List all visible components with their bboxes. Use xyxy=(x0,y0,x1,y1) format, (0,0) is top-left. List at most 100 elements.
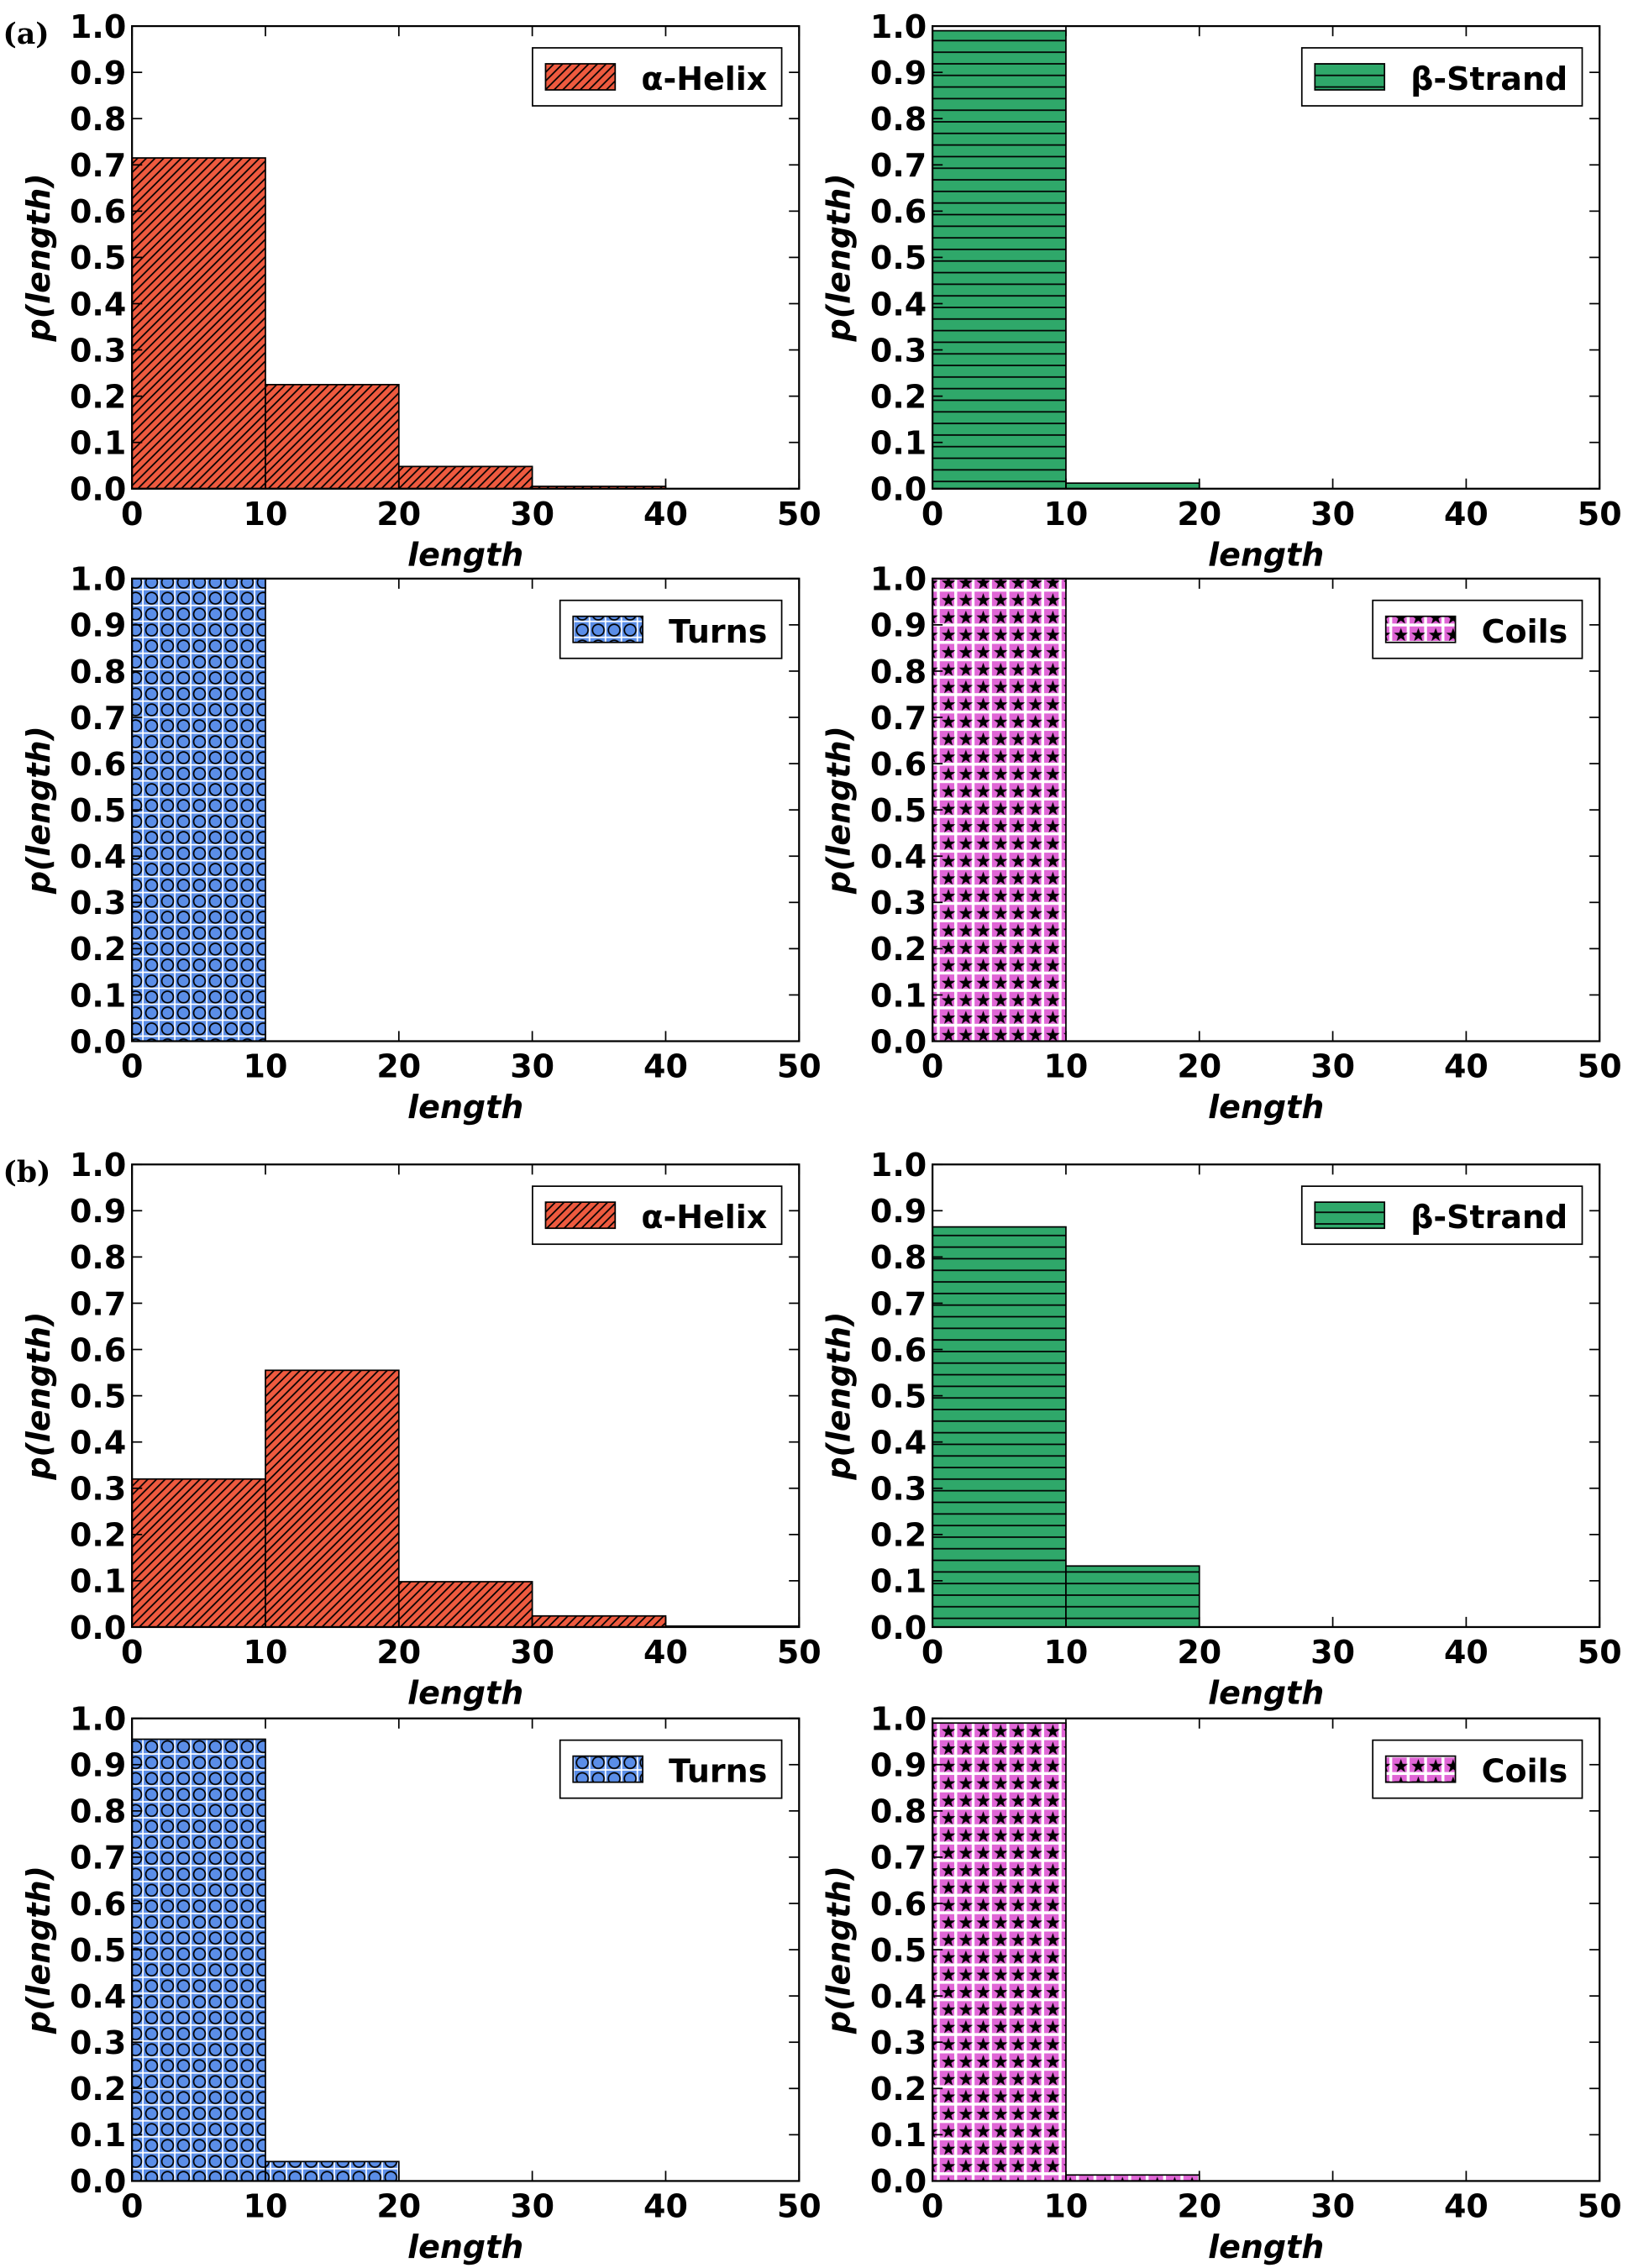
y-tick-label: 0.3 xyxy=(870,885,927,921)
x-tick-label: 0 xyxy=(922,496,943,533)
x-tick-label: 0 xyxy=(922,1634,943,1671)
y-tick-label: 0.3 xyxy=(70,885,126,921)
x-tick-label: 20 xyxy=(376,2188,421,2225)
legend-label: Coils xyxy=(1482,613,1568,650)
x-tick-label: 30 xyxy=(510,1048,554,1085)
y-tick-label: 0.2 xyxy=(870,378,927,415)
x-tick-label: 30 xyxy=(510,1634,554,1671)
x-axis-label: length xyxy=(407,2229,523,2265)
x-tick-label: 20 xyxy=(376,1048,421,1085)
y-tick-label: 0.3 xyxy=(70,332,126,369)
legend-label: β-Strand xyxy=(1410,1199,1567,1236)
subplot: 0.0 0.1 0.2 0.3 0.4 0.5 0.6 0.7 0.8 0.9 1.0 0 10 20 30… xyxy=(20,1147,822,1711)
y-tick-label: 0.6 xyxy=(70,746,126,783)
bar xyxy=(932,577,1067,1042)
y-tick-label: 0.1 xyxy=(70,425,126,462)
y-tick-label: 0.0 xyxy=(870,471,927,508)
y-tick-label: 0.8 xyxy=(870,101,927,138)
x-tick-label: 40 xyxy=(1444,496,1489,533)
y-tick-label: 0.2 xyxy=(70,2071,126,2108)
y-tick-label: 0.1 xyxy=(870,425,927,462)
y-tick-label: 0.9 xyxy=(870,607,927,644)
legend-swatch xyxy=(1314,63,1386,91)
bar xyxy=(397,465,533,490)
x-tick-label: 10 xyxy=(244,1048,288,1085)
legend-swatch xyxy=(572,615,643,643)
y-tick-label: 0.6 xyxy=(70,193,126,230)
y-tick-label: 0.0 xyxy=(70,1609,126,1646)
bar xyxy=(531,1614,667,1628)
y-tick-label: 0.5 xyxy=(870,1378,927,1415)
y-tick-label: 0.2 xyxy=(870,931,927,968)
bar xyxy=(397,1581,533,1628)
y-axis-label: p(length) xyxy=(20,173,57,342)
y-tick-label: 0.9 xyxy=(70,607,126,644)
y-axis-label: p(length) xyxy=(821,173,858,342)
y-tick-label: 0.9 xyxy=(870,1747,927,1784)
legend-label: Turns xyxy=(669,613,767,650)
panel-label: (a) xyxy=(3,18,50,51)
bar xyxy=(1065,1565,1200,1628)
x-tick-label: 10 xyxy=(244,496,288,533)
x-axis-label: length xyxy=(1208,2229,1324,2265)
y-tick-label: 0.5 xyxy=(70,1932,126,1969)
bar xyxy=(131,1738,266,2182)
y-tick-label: 1.0 xyxy=(70,8,126,45)
x-tick-label: 0 xyxy=(922,2188,943,2225)
x-tick-label: 40 xyxy=(643,1634,688,1671)
x-tick-label: 30 xyxy=(1310,496,1355,533)
y-axis-label: p(length) xyxy=(20,1312,57,1481)
y-tick-label: 0.7 xyxy=(870,147,927,184)
y-tick-label: 0.8 xyxy=(870,654,927,690)
y-tick-label: 0.4 xyxy=(70,286,126,323)
y-tick-label: 0.4 xyxy=(70,1424,126,1461)
subplot: 0.0 0.1 0.2 0.3 0.4 0.5 0.6 0.7 0.8 0.9 1.0 0 10 20 30… xyxy=(20,1701,822,2265)
legend-swatch xyxy=(572,1755,643,1783)
x-axis-label: length xyxy=(407,536,523,573)
x-axis-label: length xyxy=(1208,1674,1324,1711)
y-tick-label: 0.6 xyxy=(870,746,927,783)
y-tick-label: 0.7 xyxy=(870,700,927,737)
y-tick-label: 0.7 xyxy=(70,700,126,737)
y-tick-label: 0.9 xyxy=(70,55,126,92)
x-tick-label: 50 xyxy=(1578,496,1622,533)
y-tick-label: 0.5 xyxy=(70,1378,126,1415)
legend-swatch xyxy=(544,63,617,91)
y-tick-label: 0.6 xyxy=(70,1886,126,1923)
y-tick-label: 0.4 xyxy=(870,1424,927,1461)
x-axis-label: length xyxy=(1208,1089,1324,1126)
x-tick-label: 30 xyxy=(1310,1048,1355,1085)
legend-label: α-Helix xyxy=(641,60,767,97)
x-tick-label: 30 xyxy=(1310,1634,1355,1671)
x-tick-label: 50 xyxy=(1578,1048,1622,1085)
y-tick-label: 0.6 xyxy=(870,1331,927,1368)
legend: α-Helix xyxy=(532,47,783,107)
x-tick-label: 40 xyxy=(643,1048,688,1085)
y-tick-label: 0.5 xyxy=(70,239,126,276)
x-tick-label: 50 xyxy=(777,1634,822,1671)
x-tick-label: 30 xyxy=(510,496,554,533)
y-tick-label: 0.4 xyxy=(870,1978,927,2015)
x-tick-label: 10 xyxy=(244,2188,288,2225)
bar xyxy=(265,2160,400,2182)
y-axis-label: p(length) xyxy=(821,1866,858,2034)
legend-swatch xyxy=(1314,1201,1386,1230)
x-tick-label: 0 xyxy=(121,1048,143,1085)
y-tick-label: 0.5 xyxy=(870,239,927,276)
y-tick-label: 0.2 xyxy=(70,1517,126,1554)
y-tick-label: 0.1 xyxy=(870,2117,927,2154)
y-tick-label: 0.0 xyxy=(870,1023,927,1060)
bar xyxy=(265,1369,400,1628)
y-axis-label: p(length) xyxy=(20,726,57,895)
legend: β-Strand xyxy=(1300,1185,1583,1246)
y-tick-label: 0.6 xyxy=(870,193,927,230)
x-tick-label: 30 xyxy=(510,2188,554,2225)
y-tick-label: 0.5 xyxy=(870,792,927,829)
y-tick-label: 0.0 xyxy=(870,2163,927,2200)
y-tick-label: 0.9 xyxy=(70,1747,126,1784)
x-tick-label: 0 xyxy=(121,2188,143,2225)
y-tick-label: 0.8 xyxy=(70,101,126,138)
y-tick-label: 1.0 xyxy=(870,1147,927,1184)
legend: Turns xyxy=(559,599,783,659)
legend-swatch xyxy=(544,1201,617,1230)
